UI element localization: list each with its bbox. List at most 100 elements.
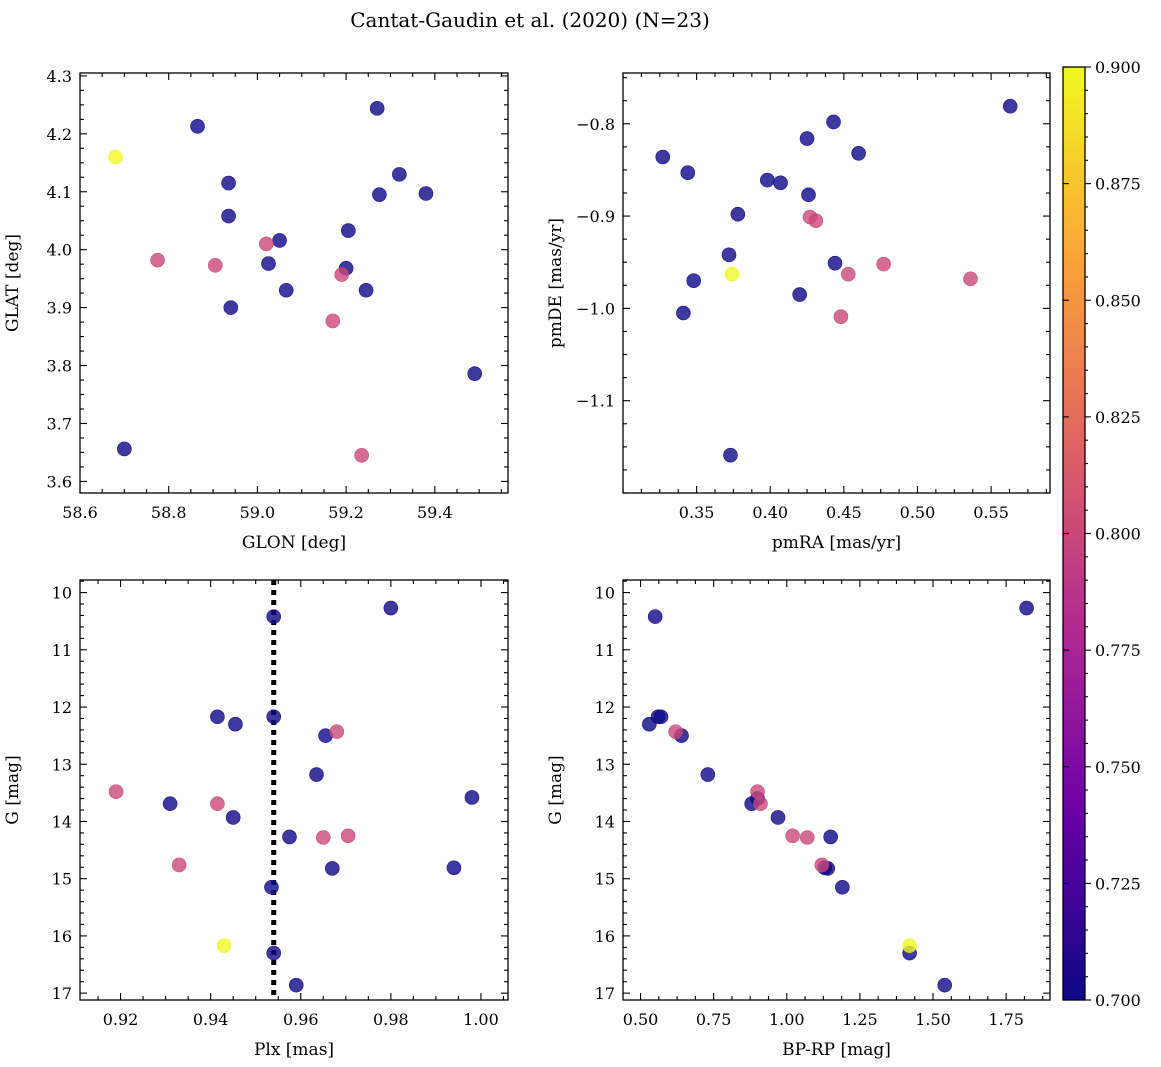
data-point bbox=[264, 879, 279, 895]
panel-plx-g: 0.92 0.94 0.96 0.98 1.00 10 11 12 13 14 15 16 17 Plx… bbox=[3, 579, 509, 1060]
data-point bbox=[823, 829, 838, 845]
x-tick-label: 0.92 bbox=[103, 1010, 139, 1029]
colorbar-tick-label: 0.750 bbox=[1095, 758, 1141, 777]
data-point bbox=[1019, 600, 1034, 616]
data-point bbox=[372, 187, 387, 202]
colorbar-tick-label: 0.725 bbox=[1095, 874, 1141, 893]
x-tick-label: 0.94 bbox=[193, 1010, 229, 1029]
y-tick-label: 3.7 bbox=[47, 414, 72, 433]
plot-frame bbox=[79, 72, 509, 494]
x-tick-label: 0.35 bbox=[679, 503, 715, 522]
y-tick-label: −1.0 bbox=[576, 299, 615, 318]
data-point bbox=[773, 175, 788, 191]
y-tick-label: 11 bbox=[595, 641, 615, 660]
data-point bbox=[418, 186, 434, 201]
x-tick-label: 0.98 bbox=[373, 1010, 409, 1029]
x-tick-label: 0.50 bbox=[900, 503, 936, 522]
data-point bbox=[207, 258, 223, 273]
data-point bbox=[876, 256, 891, 272]
colorbar-tick-label: 0.875 bbox=[1095, 175, 1141, 194]
y-tick-label: 10 bbox=[52, 584, 72, 603]
data-point bbox=[223, 300, 239, 315]
plot-frame bbox=[622, 72, 1051, 494]
colorbar-tick-label: 0.900 bbox=[1095, 58, 1141, 77]
data-point bbox=[341, 223, 356, 238]
y-tick-label: 3.6 bbox=[47, 472, 72, 491]
data-point bbox=[647, 609, 663, 624]
data-point bbox=[963, 271, 978, 287]
data-point bbox=[108, 784, 124, 800]
data-point bbox=[686, 273, 701, 288]
data-point bbox=[162, 796, 178, 812]
data-point bbox=[700, 767, 716, 782]
data-point bbox=[792, 287, 807, 302]
data-point bbox=[383, 600, 399, 616]
y-tick-label: 15 bbox=[595, 870, 615, 889]
x-tick-label: 59.4 bbox=[417, 503, 453, 522]
x-tick-label: 1.00 bbox=[769, 1010, 805, 1029]
data-point bbox=[833, 309, 849, 324]
figure-title: Cantat-Gaudin et al. (2020) (N=23) bbox=[350, 8, 710, 32]
data-point bbox=[228, 716, 243, 732]
y-tick-label: 3.9 bbox=[47, 299, 72, 318]
data-point bbox=[827, 255, 843, 271]
data-point bbox=[340, 828, 356, 844]
plot-frame bbox=[622, 579, 1051, 1001]
data-point bbox=[282, 829, 297, 845]
data-point bbox=[808, 213, 824, 228]
data-point bbox=[210, 796, 225, 812]
x-axis-label: BP-RP [mag] bbox=[782, 1040, 891, 1060]
x-tick-label: 0.55 bbox=[973, 503, 1009, 522]
data-point bbox=[369, 101, 385, 116]
data-point bbox=[653, 709, 669, 725]
y-tick-label: 11 bbox=[52, 641, 72, 660]
data-point bbox=[750, 784, 765, 800]
x-tick-label: 1.75 bbox=[988, 1010, 1024, 1029]
data-point bbox=[676, 305, 691, 321]
data-point bbox=[171, 857, 187, 873]
x-tick-label: 0.50 bbox=[623, 1010, 659, 1029]
y-tick-label: 14 bbox=[52, 812, 72, 831]
data-point bbox=[1002, 98, 1018, 114]
y-tick-label: 14 bbox=[595, 812, 615, 831]
data-point bbox=[266, 609, 282, 624]
data-point bbox=[392, 167, 407, 182]
data-point bbox=[721, 247, 737, 263]
data-point bbox=[354, 448, 369, 463]
data-point bbox=[799, 131, 815, 146]
x-tick-label: 0.96 bbox=[283, 1010, 319, 1029]
y-tick-label: 4.0 bbox=[47, 241, 72, 260]
x-axis-label: pmRA [mas/yr] bbox=[772, 533, 901, 553]
data-point bbox=[261, 256, 276, 271]
y-tick-label: 4.2 bbox=[47, 125, 72, 144]
data-point bbox=[668, 724, 683, 739]
data-point bbox=[309, 767, 324, 782]
data-point bbox=[724, 266, 740, 282]
colorbar-frame bbox=[1062, 66, 1086, 1001]
data-point bbox=[851, 146, 866, 161]
data-point bbox=[464, 790, 480, 805]
colorbar-tick-label: 0.825 bbox=[1095, 408, 1141, 427]
x-tick-label: 0.45 bbox=[826, 503, 862, 522]
data-point bbox=[117, 441, 132, 457]
data-point bbox=[278, 282, 294, 298]
y-tick-label: −1.1 bbox=[576, 392, 615, 411]
data-point bbox=[655, 149, 671, 165]
data-point bbox=[730, 206, 746, 222]
data-point bbox=[334, 267, 349, 282]
data-point bbox=[467, 366, 483, 381]
y-tick-label: 13 bbox=[595, 755, 615, 774]
data-point bbox=[826, 114, 841, 130]
data-point bbox=[324, 861, 340, 876]
data-point bbox=[753, 796, 768, 812]
data-point bbox=[325, 313, 341, 329]
panel-pmra-pmde: 0.35 0.40 0.45 0.50 0.55 −0.8 −0.9 −1.0 −1.1 pmR… bbox=[546, 72, 1051, 553]
y-tick-label: 4.1 bbox=[47, 183, 72, 202]
panel-bprp-g: 0.50 0.75 1.00 1.25 1.50 1.75 10 11 12 13 14 15 16 17… bbox=[546, 579, 1051, 1060]
y-tick-label: 10 bbox=[595, 584, 615, 603]
y-axis-label: GLAT [deg] bbox=[3, 234, 23, 332]
x-tick-label: 0.40 bbox=[752, 503, 788, 522]
y-tick-label: 17 bbox=[52, 984, 72, 1003]
data-point bbox=[216, 938, 232, 953]
